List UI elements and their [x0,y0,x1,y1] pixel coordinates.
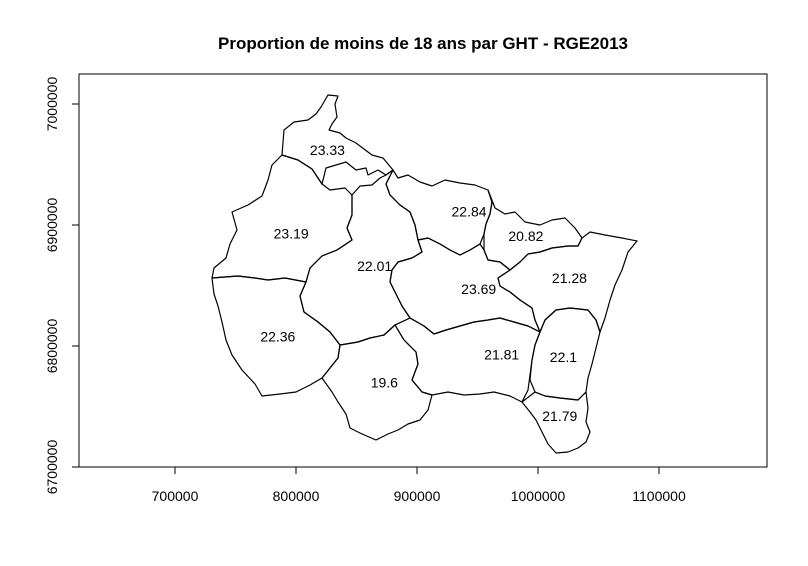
x-tick-label: 800000 [273,488,320,504]
region-value-label: 23.19 [274,225,309,241]
region-labels: 23.33 23.19 22.84 20.82 22.01 21.28 23.69 22.36… [260,142,587,424]
region-boundary [211,154,353,283]
region-boundary [521,391,591,454]
y-tick-label: 6800000 [44,319,60,374]
region-boundary [281,94,394,185]
x-tick-label: 1000000 [511,488,566,504]
y-axis: 6700000 6800000 6900000 7000000 [44,77,80,495]
region-value-label: 19.6 [371,374,398,390]
region-value-label: 22.84 [452,204,487,220]
region-value-label: 22.01 [357,258,392,274]
chart-title: Proportion de moins de 18 ans par GHT - … [218,34,628,53]
x-tick-label: 1100000 [632,488,686,504]
region-value-label: 21.28 [552,270,587,286]
y-tick-label: 6900000 [44,198,60,253]
region-boundaries [211,94,638,454]
region-value-label: 21.79 [542,408,577,424]
region-value-label: 22.1 [550,349,577,365]
region-value-label: 20.82 [508,228,543,244]
x-tick-label: 900000 [394,488,441,504]
y-tick-label: 6700000 [44,440,60,495]
region-value-label: 21.81 [484,346,519,362]
x-axis: 700000 800000 900000 1000000 1100000 [152,466,686,504]
plot-frame [78,73,768,468]
region-value-label: 23.33 [310,142,345,158]
region-boundary [394,317,541,403]
y-tick-label: 7000000 [44,77,60,132]
region-value-label: 23.69 [461,281,496,297]
region-boundary [385,169,493,256]
x-tick-label: 700000 [152,488,199,504]
region-value-label: 22.36 [260,328,295,344]
